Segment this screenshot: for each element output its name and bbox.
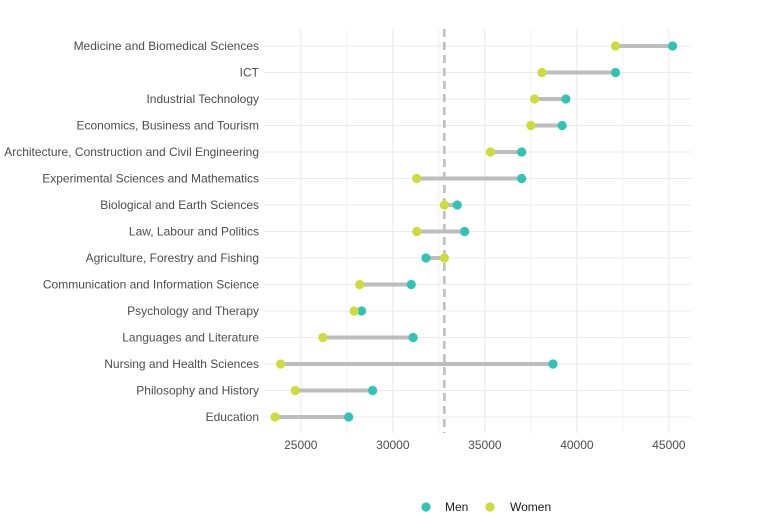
category-labels: Medicine and Biomedical Sciences ICT Indus… (4, 39, 259, 424)
category-label: Communication and Information Science (43, 278, 259, 292)
point-men (610, 67, 621, 78)
legend-marker-men (421, 502, 431, 512)
category-label: Law, Labour and Politics (129, 225, 259, 239)
category-label: ICT (240, 66, 260, 80)
category-label: Psychology and Therapy (127, 304, 259, 318)
point-women (318, 332, 328, 343)
category-label: Architecture, Construction and Civil Eng… (4, 145, 259, 159)
point-women (485, 147, 495, 157)
point-men (667, 41, 678, 51)
point-women (526, 120, 536, 131)
point-women (355, 279, 365, 290)
category-label: Biological and Earth Sciences (100, 198, 259, 212)
legend-label-women: Women (510, 500, 551, 514)
category-label: Nursing and Health Sciences (104, 357, 259, 371)
category-label: Agriculture, Forestry and Fishing (86, 251, 259, 265)
point-men (344, 412, 354, 422)
point-women (439, 200, 449, 210)
category-label: Industrial Technology (146, 92, 259, 106)
x-tick-label: 30000 (376, 438, 410, 452)
x-tick-label: 40000 (560, 438, 594, 452)
point-men (561, 94, 571, 104)
x-tick-label: 35000 (468, 438, 502, 452)
category-label: Philosophy and History (136, 384, 259, 398)
point-men (408, 332, 418, 343)
point-women (290, 385, 300, 396)
point-women (529, 94, 540, 104)
point-women (537, 67, 547, 78)
point-men (406, 279, 416, 290)
legend-marker-women (485, 502, 495, 512)
point-men (517, 147, 527, 157)
point-women (275, 359, 286, 369)
category-label: Experimental Sciences and Mathematics (42, 172, 259, 186)
point-men (517, 173, 527, 184)
point-women (270, 412, 280, 422)
x-tick-label: 45000 (652, 438, 686, 452)
category-label: Medicine and Biomedical Sciences (74, 39, 259, 53)
data-points (270, 41, 678, 422)
point-men (421, 253, 431, 263)
category-label: Economics, Business and Tourism (76, 119, 259, 133)
point-men (356, 306, 367, 316)
point-women (439, 253, 449, 263)
legend: Men Women (421, 500, 551, 514)
point-men (367, 385, 378, 396)
point-women (610, 41, 621, 51)
point-women (412, 173, 422, 184)
point-men (557, 120, 567, 131)
point-men (548, 359, 558, 369)
x-tick-label: 25000 (284, 438, 318, 452)
category-label: Education (206, 410, 259, 424)
legend-label-men: Men (445, 500, 468, 514)
point-women (412, 226, 422, 237)
x-tick-labels: 25000 30000 35000 40000 45000 (284, 438, 686, 452)
point-women (349, 306, 359, 316)
point-men (452, 200, 462, 210)
point-men (460, 226, 470, 237)
category-label: Languages and Literature (122, 331, 259, 345)
